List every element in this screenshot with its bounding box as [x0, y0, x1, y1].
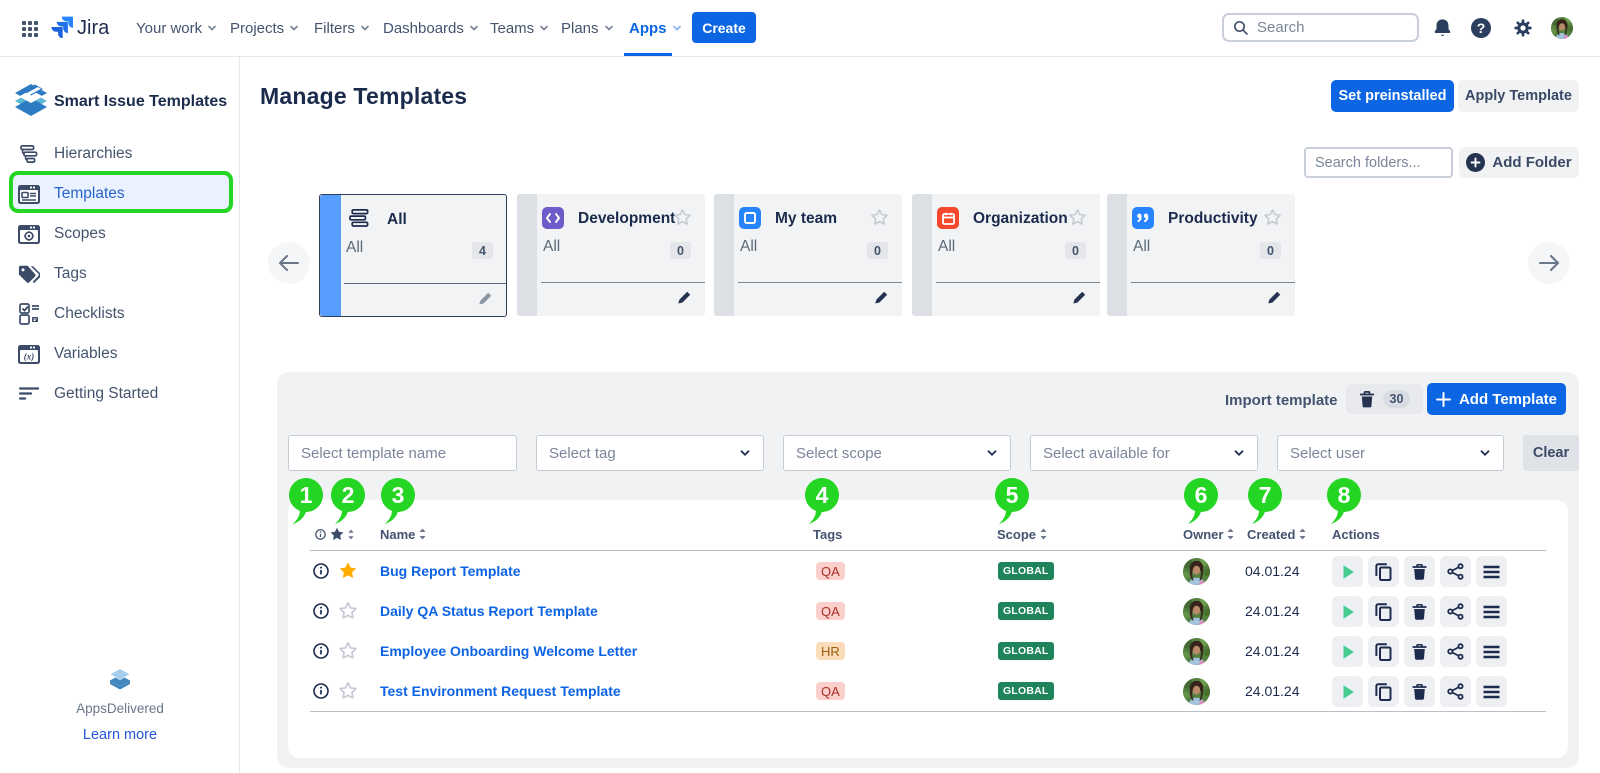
svg-text:7: 7 [1259, 482, 1272, 508]
svg-text:4: 4 [816, 482, 829, 508]
svg-text:(x): (x) [24, 351, 35, 361]
svg-text:1: 1 [300, 482, 313, 508]
svg-text:3: 3 [392, 482, 405, 508]
svg-text:2: 2 [342, 482, 355, 508]
svg-text:5: 5 [1006, 482, 1019, 508]
svg-text:8: 8 [1338, 482, 1351, 508]
svg-text:6: 6 [1195, 482, 1208, 508]
